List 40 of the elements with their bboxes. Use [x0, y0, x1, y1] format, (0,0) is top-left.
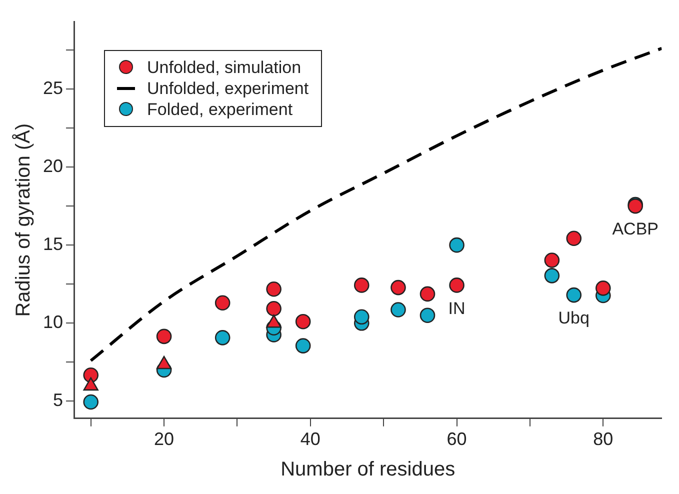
- annotation: ACBP: [612, 220, 658, 239]
- point: [420, 308, 436, 323]
- x-tick-label: 60: [446, 429, 467, 450]
- y-axis-title: Radius of gyration (Å): [12, 123, 35, 317]
- y-tick-label: 10: [42, 312, 64, 332]
- point: [156, 328, 172, 344]
- point: [449, 278, 464, 293]
- legend-label: Folded, experiment: [147, 98, 293, 120]
- line-series: [89, 46, 662, 362]
- point: [566, 287, 582, 303]
- point: [266, 281, 282, 297]
- point: [390, 280, 406, 296]
- point: [420, 286, 436, 302]
- x-axis-title: Number of residues: [280, 458, 456, 481]
- y-tick-label: 20: [42, 156, 64, 176]
- point: [214, 330, 230, 346]
- point: [354, 278, 370, 293]
- point: [544, 252, 560, 268]
- legend-label: Unfolded, experiment: [147, 78, 309, 99]
- legend-label: Unfolded, simulation: [147, 56, 302, 78]
- point: [596, 280, 611, 296]
- point: [354, 309, 370, 325]
- annotation: Ubq: [558, 308, 590, 328]
- point: [266, 300, 282, 316]
- annotation: IN: [448, 298, 466, 318]
- y-tick-label: 5: [53, 390, 64, 410]
- y-tick-label: 25: [42, 78, 64, 98]
- x-tick-label: 20: [154, 429, 174, 450]
- point: [449, 237, 464, 253]
- x-tick-label: 80: [593, 429, 614, 450]
- x-tick-label: 40: [300, 429, 320, 450]
- point: [83, 394, 99, 410]
- point: [295, 314, 311, 330]
- point: [566, 230, 582, 246]
- point: [214, 295, 230, 311]
- point: [390, 302, 406, 318]
- y-tick-label: 15: [42, 234, 64, 254]
- point: [544, 268, 560, 284]
- point: [295, 338, 311, 354]
- point: [83, 368, 99, 383]
